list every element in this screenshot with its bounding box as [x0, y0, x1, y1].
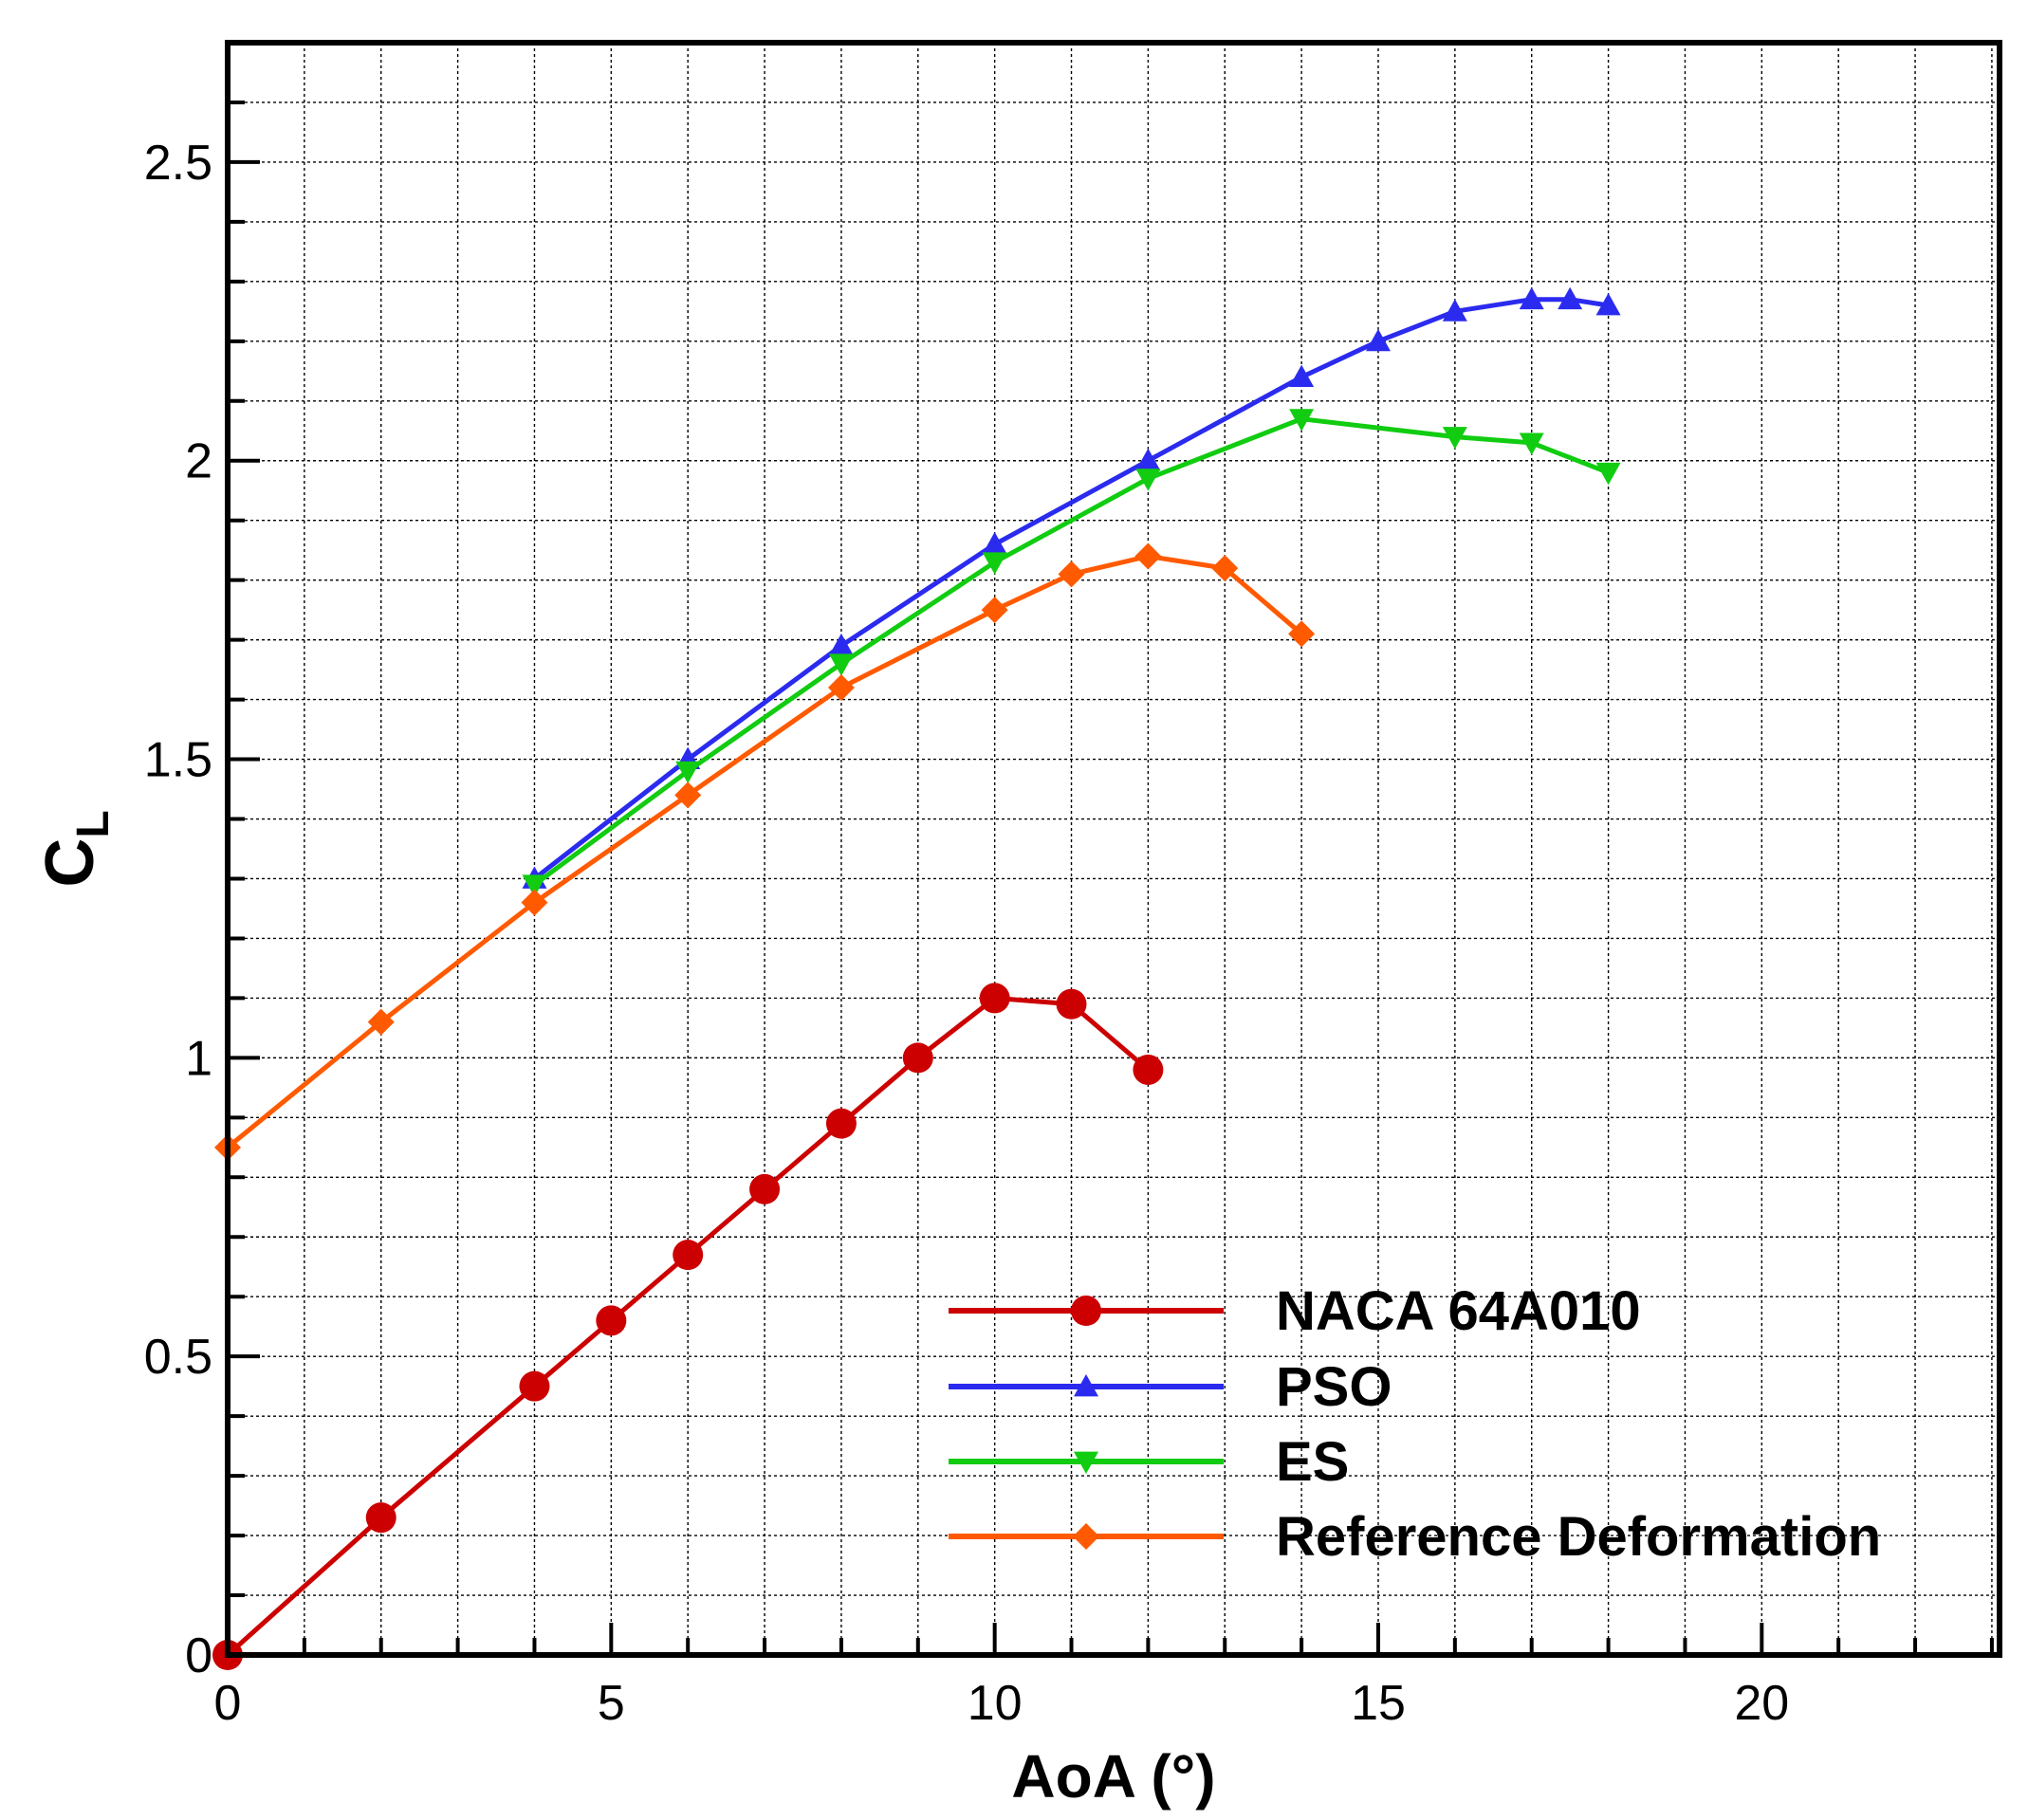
y-axis-title: CL: [32, 810, 119, 887]
y-axis-title-subscript: L: [68, 810, 119, 837]
legend-entry: NACA 64A010: [949, 1280, 1641, 1342]
data-point: [673, 1240, 704, 1271]
ticks: 0 5 10 15 20 0 0.5 1 1.5 2 2.5: [144, 100, 1994, 1731]
data-point: [1135, 469, 1161, 491]
data-point: [365, 1502, 396, 1534]
data-point: [825, 1108, 857, 1139]
series-reference-deformation: [214, 542, 1316, 1161]
data-point: [522, 874, 547, 897]
data-point: [1442, 299, 1467, 322]
data-point: [1211, 555, 1239, 582]
legend: NACA 64A010 PSO ES Reference Deformation: [949, 1280, 1881, 1568]
x-tick-label: 15: [1351, 1676, 1406, 1731]
x-tick-label: 5: [598, 1676, 625, 1731]
data-point: [828, 653, 854, 676]
legend-label: PSO: [1276, 1356, 1392, 1418]
data-point: [982, 552, 1007, 575]
data-point: [367, 1008, 395, 1036]
data-point: [902, 1042, 933, 1074]
x-tick-label: 20: [1734, 1676, 1789, 1731]
y-tick-label: 0.5: [144, 1330, 212, 1385]
x-tick-label: 10: [968, 1676, 1023, 1731]
y-tick-label: 0: [185, 1628, 212, 1683]
data-point: [1595, 293, 1621, 316]
data-point: [979, 983, 1010, 1014]
axis-titles: AoA (°) CL: [32, 810, 1216, 1811]
series-es: [522, 409, 1621, 897]
data-point: [1558, 286, 1583, 310]
data-point: [981, 597, 1008, 624]
data-point: [1288, 620, 1316, 648]
x-tick-label: 0: [214, 1676, 242, 1731]
legend-marker: [1071, 1296, 1101, 1326]
data-point: [828, 633, 854, 656]
data-point: [1289, 364, 1315, 387]
legend-entry: ES: [949, 1431, 1349, 1493]
legend-marker: [1073, 1523, 1099, 1550]
data-point: [827, 674, 855, 701]
legend-marker: [1074, 1451, 1098, 1474]
legend-entry: Reference Deformation: [949, 1506, 1881, 1568]
data-point: [521, 889, 548, 916]
data-point: [1365, 328, 1391, 352]
data-point: [1058, 561, 1085, 588]
data-point: [1519, 286, 1544, 310]
y-axis-title-main: C: [32, 838, 108, 888]
data-point: [674, 781, 702, 809]
x-axis-title: AoA (°): [1011, 1742, 1215, 1811]
legend-entry: PSO: [949, 1356, 1392, 1418]
legend-marker: [1074, 1374, 1098, 1397]
y-tick-label: 2: [185, 434, 212, 489]
data-point: [1135, 448, 1161, 471]
y-tick-label: 1.5: [144, 733, 212, 788]
series-line: [226, 554, 1303, 1149]
data-point: [1289, 409, 1315, 432]
data-point: [1519, 432, 1544, 455]
data-point: [1056, 988, 1087, 1020]
grid: [228, 43, 2000, 1655]
data-point: [1133, 1054, 1164, 1085]
series-naca-64a010: [212, 983, 1164, 1670]
data-point: [1442, 427, 1467, 450]
y-tick-label: 2.5: [144, 136, 212, 191]
plot-frame: [225, 40, 2002, 1658]
legend-label: ES: [1276, 1431, 1349, 1493]
data-point: [1595, 462, 1621, 486]
data-point: [596, 1305, 627, 1336]
series-layer: [212, 286, 1621, 1670]
y-tick-label: 1: [185, 1031, 212, 1086]
legend-label: NACA 64A010: [1276, 1280, 1641, 1342]
data-point: [675, 761, 701, 784]
data-point: [749, 1173, 781, 1204]
data-point: [1134, 542, 1162, 570]
data-point: [519, 1370, 550, 1402]
data-point: [982, 531, 1007, 555]
legend-label: Reference Deformation: [1276, 1506, 1881, 1568]
